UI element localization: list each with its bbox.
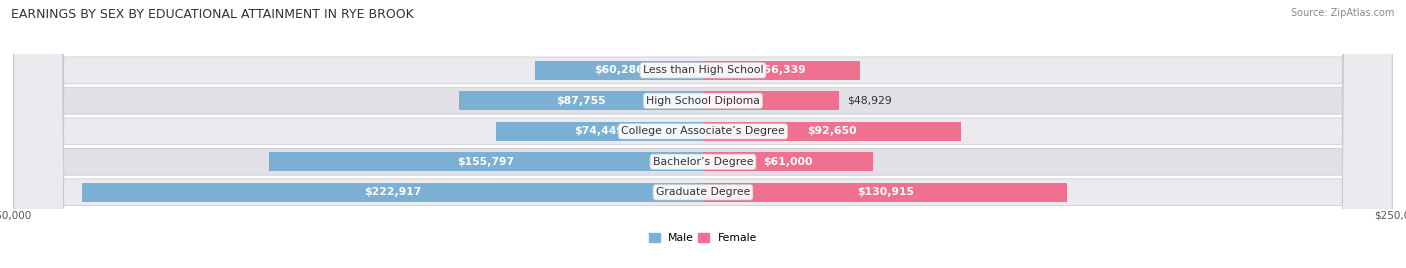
Bar [458,91,703,110]
Bar [703,91,839,110]
FancyBboxPatch shape [14,0,1392,268]
Legend: Male, Female: Male, Female [644,228,762,247]
Bar [703,61,860,80]
FancyBboxPatch shape [14,0,1392,268]
Text: College or Associate’s Degree: College or Associate’s Degree [621,126,785,136]
Text: $222,917: $222,917 [364,187,422,197]
Bar [496,122,703,141]
Text: High School Diploma: High School Diploma [647,96,759,106]
FancyBboxPatch shape [14,0,1392,268]
Text: $74,449: $74,449 [575,126,624,136]
Bar [83,183,703,202]
Text: $48,929: $48,929 [848,96,893,106]
Text: $155,797: $155,797 [457,157,515,167]
Text: $92,650: $92,650 [807,126,856,136]
Bar [536,61,703,80]
Text: Bachelor’s Degree: Bachelor’s Degree [652,157,754,167]
Text: $56,339: $56,339 [756,65,806,75]
Bar [703,183,1067,202]
Text: Graduate Degree: Graduate Degree [655,187,751,197]
Text: $87,755: $87,755 [555,96,606,106]
Bar [703,122,960,141]
FancyBboxPatch shape [14,0,1392,268]
Text: EARNINGS BY SEX BY EDUCATIONAL ATTAINMENT IN RYE BROOK: EARNINGS BY SEX BY EDUCATIONAL ATTAINMEN… [11,8,413,21]
Text: $61,000: $61,000 [763,157,813,167]
Text: Source: ZipAtlas.com: Source: ZipAtlas.com [1291,8,1395,18]
FancyBboxPatch shape [14,0,1392,268]
Text: $130,915: $130,915 [856,187,914,197]
Text: Less than High School: Less than High School [643,65,763,75]
Bar [270,152,703,171]
Bar [703,152,873,171]
Text: $60,286: $60,286 [595,65,644,75]
